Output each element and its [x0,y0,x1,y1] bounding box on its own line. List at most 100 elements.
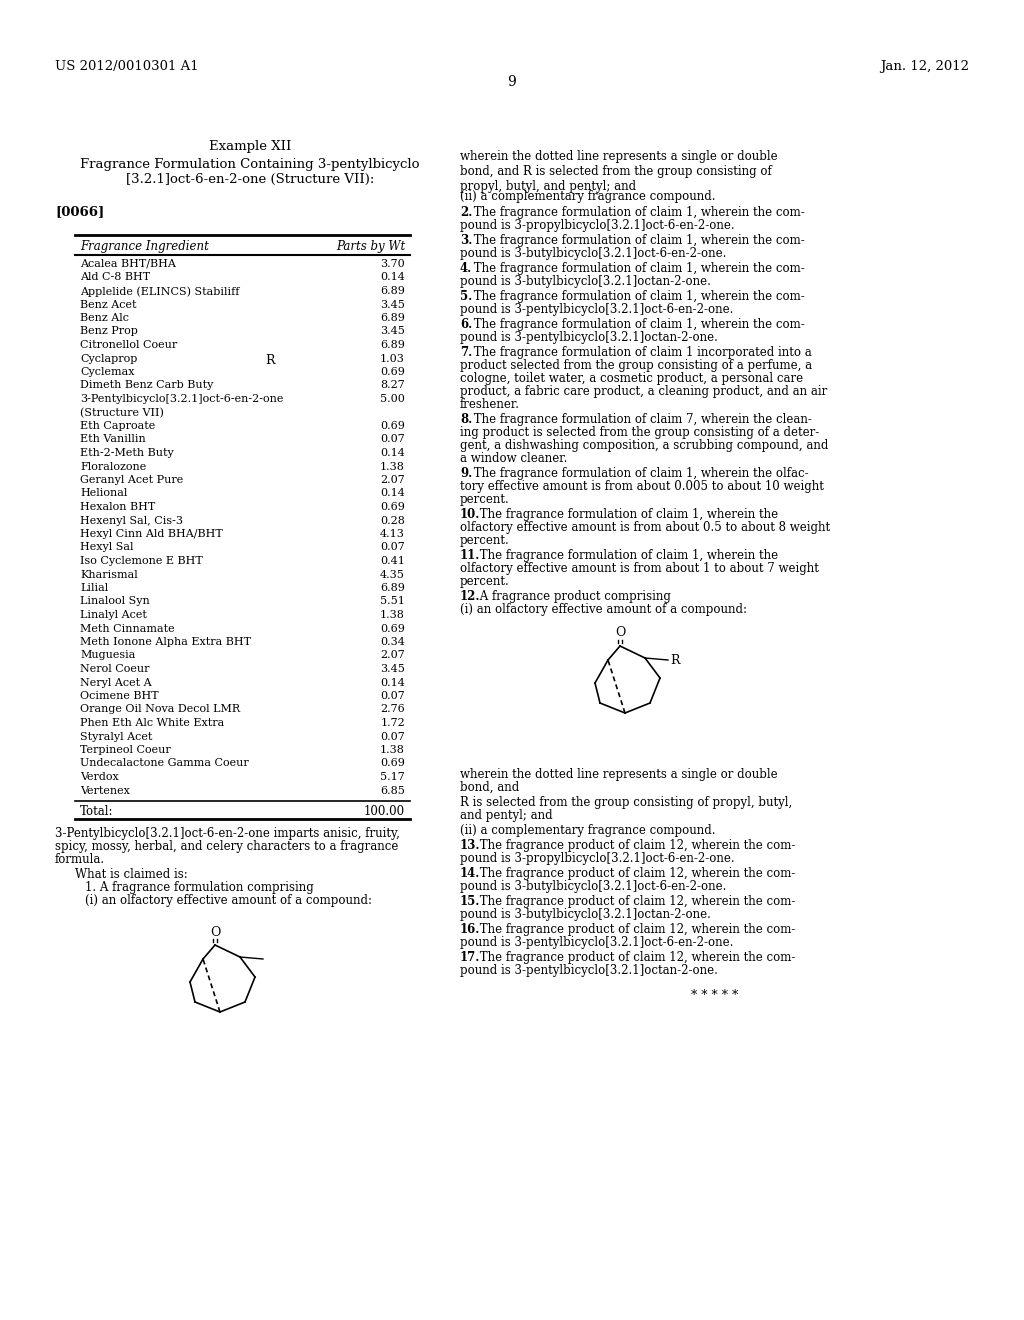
Text: 6.89: 6.89 [380,313,406,323]
Text: Citronellol Coeur: Citronellol Coeur [80,341,177,350]
Text: Undecalactone Gamma Coeur: Undecalactone Gamma Coeur [80,759,249,768]
Text: 0.41: 0.41 [380,556,406,566]
Text: percent.: percent. [460,492,510,506]
Text: olfactory effective amount is from about 0.5 to about 8 weight: olfactory effective amount is from about… [460,521,830,535]
Text: 0.07: 0.07 [380,543,406,553]
Text: Nerol Coeur: Nerol Coeur [80,664,150,675]
Text: 12.: 12. [460,590,480,603]
Text: 2.76: 2.76 [380,705,406,714]
Text: 0.69: 0.69 [380,502,406,512]
Text: Cyclaprop: Cyclaprop [80,354,137,363]
Text: 14.: 14. [460,867,480,880]
Text: Linalool Syn: Linalool Syn [80,597,150,606]
Text: and pentyl; and: and pentyl; and [460,809,553,822]
Text: 1.72: 1.72 [380,718,406,729]
Text: Meth Cinnamate: Meth Cinnamate [80,623,175,634]
Text: 4.: 4. [460,261,472,275]
Text: R is selected from the group consisting of propyl, butyl,: R is selected from the group consisting … [460,796,793,809]
Text: 9.: 9. [460,467,472,480]
Text: US 2012/0010301 A1: US 2012/0010301 A1 [55,59,199,73]
Text: 3.45: 3.45 [380,300,406,309]
Text: A fragrance product comprising: A fragrance product comprising [475,590,671,603]
Text: The fragrance product of claim 12, wherein the com-: The fragrance product of claim 12, where… [475,923,795,936]
Text: Fragrance Formulation Containing 3-pentylbicyclo
[3.2.1]oct-6-en-2-one (Structur: Fragrance Formulation Containing 3-penty… [80,158,420,186]
Text: The fragrance formulation of claim 1, wherein the: The fragrance formulation of claim 1, wh… [475,549,777,562]
Text: 0.34: 0.34 [380,638,406,647]
Text: wherein the dotted line represents a single or double: wherein the dotted line represents a sin… [460,768,777,781]
Text: Phen Eth Alc White Extra: Phen Eth Alc White Extra [80,718,224,729]
Text: 3-Pentylbicyclo[3.2.1]oct-6-en-2-one imparts anisic, fruity,: 3-Pentylbicyclo[3.2.1]oct-6-en-2-one imp… [55,828,400,840]
Text: Ocimene BHT: Ocimene BHT [80,690,159,701]
Text: 3-Pentylbicyclo[3.2.1]oct-6-en-2-one: 3-Pentylbicyclo[3.2.1]oct-6-en-2-one [80,393,284,404]
Text: (i) an olfactory effective amount of a compound:: (i) an olfactory effective amount of a c… [460,603,746,616]
Text: 2.: 2. [460,206,472,219]
Text: 0.07: 0.07 [380,690,406,701]
Text: The fragrance formulation of claim 1, wherein the com-: The fragrance formulation of claim 1, wh… [470,234,805,247]
Text: Geranyl Acet Pure: Geranyl Acet Pure [80,475,183,484]
Text: 1. A fragrance formulation comprising: 1. A fragrance formulation comprising [85,880,313,894]
Text: Eth Vanillin: Eth Vanillin [80,434,145,445]
Text: Fragrance Ingredient: Fragrance Ingredient [80,240,209,253]
Text: Hexyl Sal: Hexyl Sal [80,543,133,553]
Text: (ii) a complementary fragrance compound.: (ii) a complementary fragrance compound. [460,824,716,837]
Text: (i) an olfactory effective amount of a compound:: (i) an olfactory effective amount of a c… [85,894,372,907]
Text: 11.: 11. [460,549,480,562]
Text: The fragrance product of claim 12, wherein the com-: The fragrance product of claim 12, where… [475,840,795,851]
Text: Cyclemax: Cyclemax [80,367,134,378]
Text: pound is 3-butylbicyclo[3.2.1]octan-2-one.: pound is 3-butylbicyclo[3.2.1]octan-2-on… [460,275,711,288]
Text: freshener.: freshener. [460,399,520,411]
Text: pound is 3-pentylbicyclo[3.2.1]octan-2-one.: pound is 3-pentylbicyclo[3.2.1]octan-2-o… [460,331,718,345]
Text: 6.89: 6.89 [380,583,406,593]
Text: wherein the dotted line represents a single or double
bond, and R is selected fr: wherein the dotted line represents a sin… [460,150,777,193]
Text: 0.14: 0.14 [380,488,406,499]
Text: 10.: 10. [460,508,480,521]
Text: 0.69: 0.69 [380,367,406,378]
Text: The fragrance formulation of claim 1, wherein the com-: The fragrance formulation of claim 1, wh… [470,206,805,219]
Text: Orange Oil Nova Decol LMR: Orange Oil Nova Decol LMR [80,705,240,714]
Text: 0.14: 0.14 [380,677,406,688]
Text: Floralozone: Floralozone [80,462,146,471]
Text: 0.69: 0.69 [380,623,406,634]
Text: 3.45: 3.45 [380,664,406,675]
Text: formula.: formula. [55,853,105,866]
Text: pound is 3-pentylbicyclo[3.2.1]octan-2-one.: pound is 3-pentylbicyclo[3.2.1]octan-2-o… [460,964,718,977]
Text: cologne, toilet water, a cosmetic product, a personal care: cologne, toilet water, a cosmetic produc… [460,372,803,385]
Text: 6.: 6. [460,318,472,331]
Text: 5.00: 5.00 [380,393,406,404]
Text: 1.03: 1.03 [380,354,406,363]
Text: percent.: percent. [460,576,510,587]
Text: R: R [670,653,680,667]
Text: 0.69: 0.69 [380,759,406,768]
Text: Jan. 12, 2012: Jan. 12, 2012 [880,59,969,73]
Text: 8.27: 8.27 [380,380,406,391]
Text: Ald C-8 BHT: Ald C-8 BHT [80,272,151,282]
Text: (ii) a complementary fragrance compound.: (ii) a complementary fragrance compound. [460,190,716,203]
Text: Kharismal: Kharismal [80,569,138,579]
Text: 0.14: 0.14 [380,447,406,458]
Text: 2.07: 2.07 [380,651,406,660]
Text: 4.35: 4.35 [380,569,406,579]
Text: Hexyl Cinn Ald BHA/BHT: Hexyl Cinn Ald BHA/BHT [80,529,223,539]
Text: spicy, mossy, herbal, and celery characters to a fragrance: spicy, mossy, herbal, and celery charact… [55,840,398,853]
Text: pound is 3-propylbicyclo[3.2.1]oct-6-en-2-one.: pound is 3-propylbicyclo[3.2.1]oct-6-en-… [460,219,734,232]
Text: 5.17: 5.17 [380,772,406,781]
Text: Benz Acet: Benz Acet [80,300,136,309]
Text: 9: 9 [508,75,516,88]
Text: Dimeth Benz Carb Buty: Dimeth Benz Carb Buty [80,380,213,391]
Text: 4.13: 4.13 [380,529,406,539]
Text: Verdox: Verdox [80,772,119,781]
Text: 6.85: 6.85 [380,785,406,796]
Text: 3.70: 3.70 [380,259,406,269]
Text: 5.: 5. [460,290,472,304]
Text: 100.00: 100.00 [364,805,406,818]
Text: The fragrance product of claim 12, wherein the com-: The fragrance product of claim 12, where… [475,950,795,964]
Text: Hexenyl Sal, Cis-3: Hexenyl Sal, Cis-3 [80,516,183,525]
Text: Linalyl Acet: Linalyl Acet [80,610,146,620]
Text: pound is 3-propylbicyclo[3.2.1]oct-6-en-2-one.: pound is 3-propylbicyclo[3.2.1]oct-6-en-… [460,851,734,865]
Text: percent.: percent. [460,535,510,546]
Text: product selected from the group consisting of a perfume, a: product selected from the group consisti… [460,359,812,372]
Text: ing product is selected from the group consisting of a deter-: ing product is selected from the group c… [460,426,819,440]
Text: Total:: Total: [80,805,114,818]
Text: 5.51: 5.51 [380,597,406,606]
Text: Parts by Wt: Parts by Wt [336,240,406,253]
